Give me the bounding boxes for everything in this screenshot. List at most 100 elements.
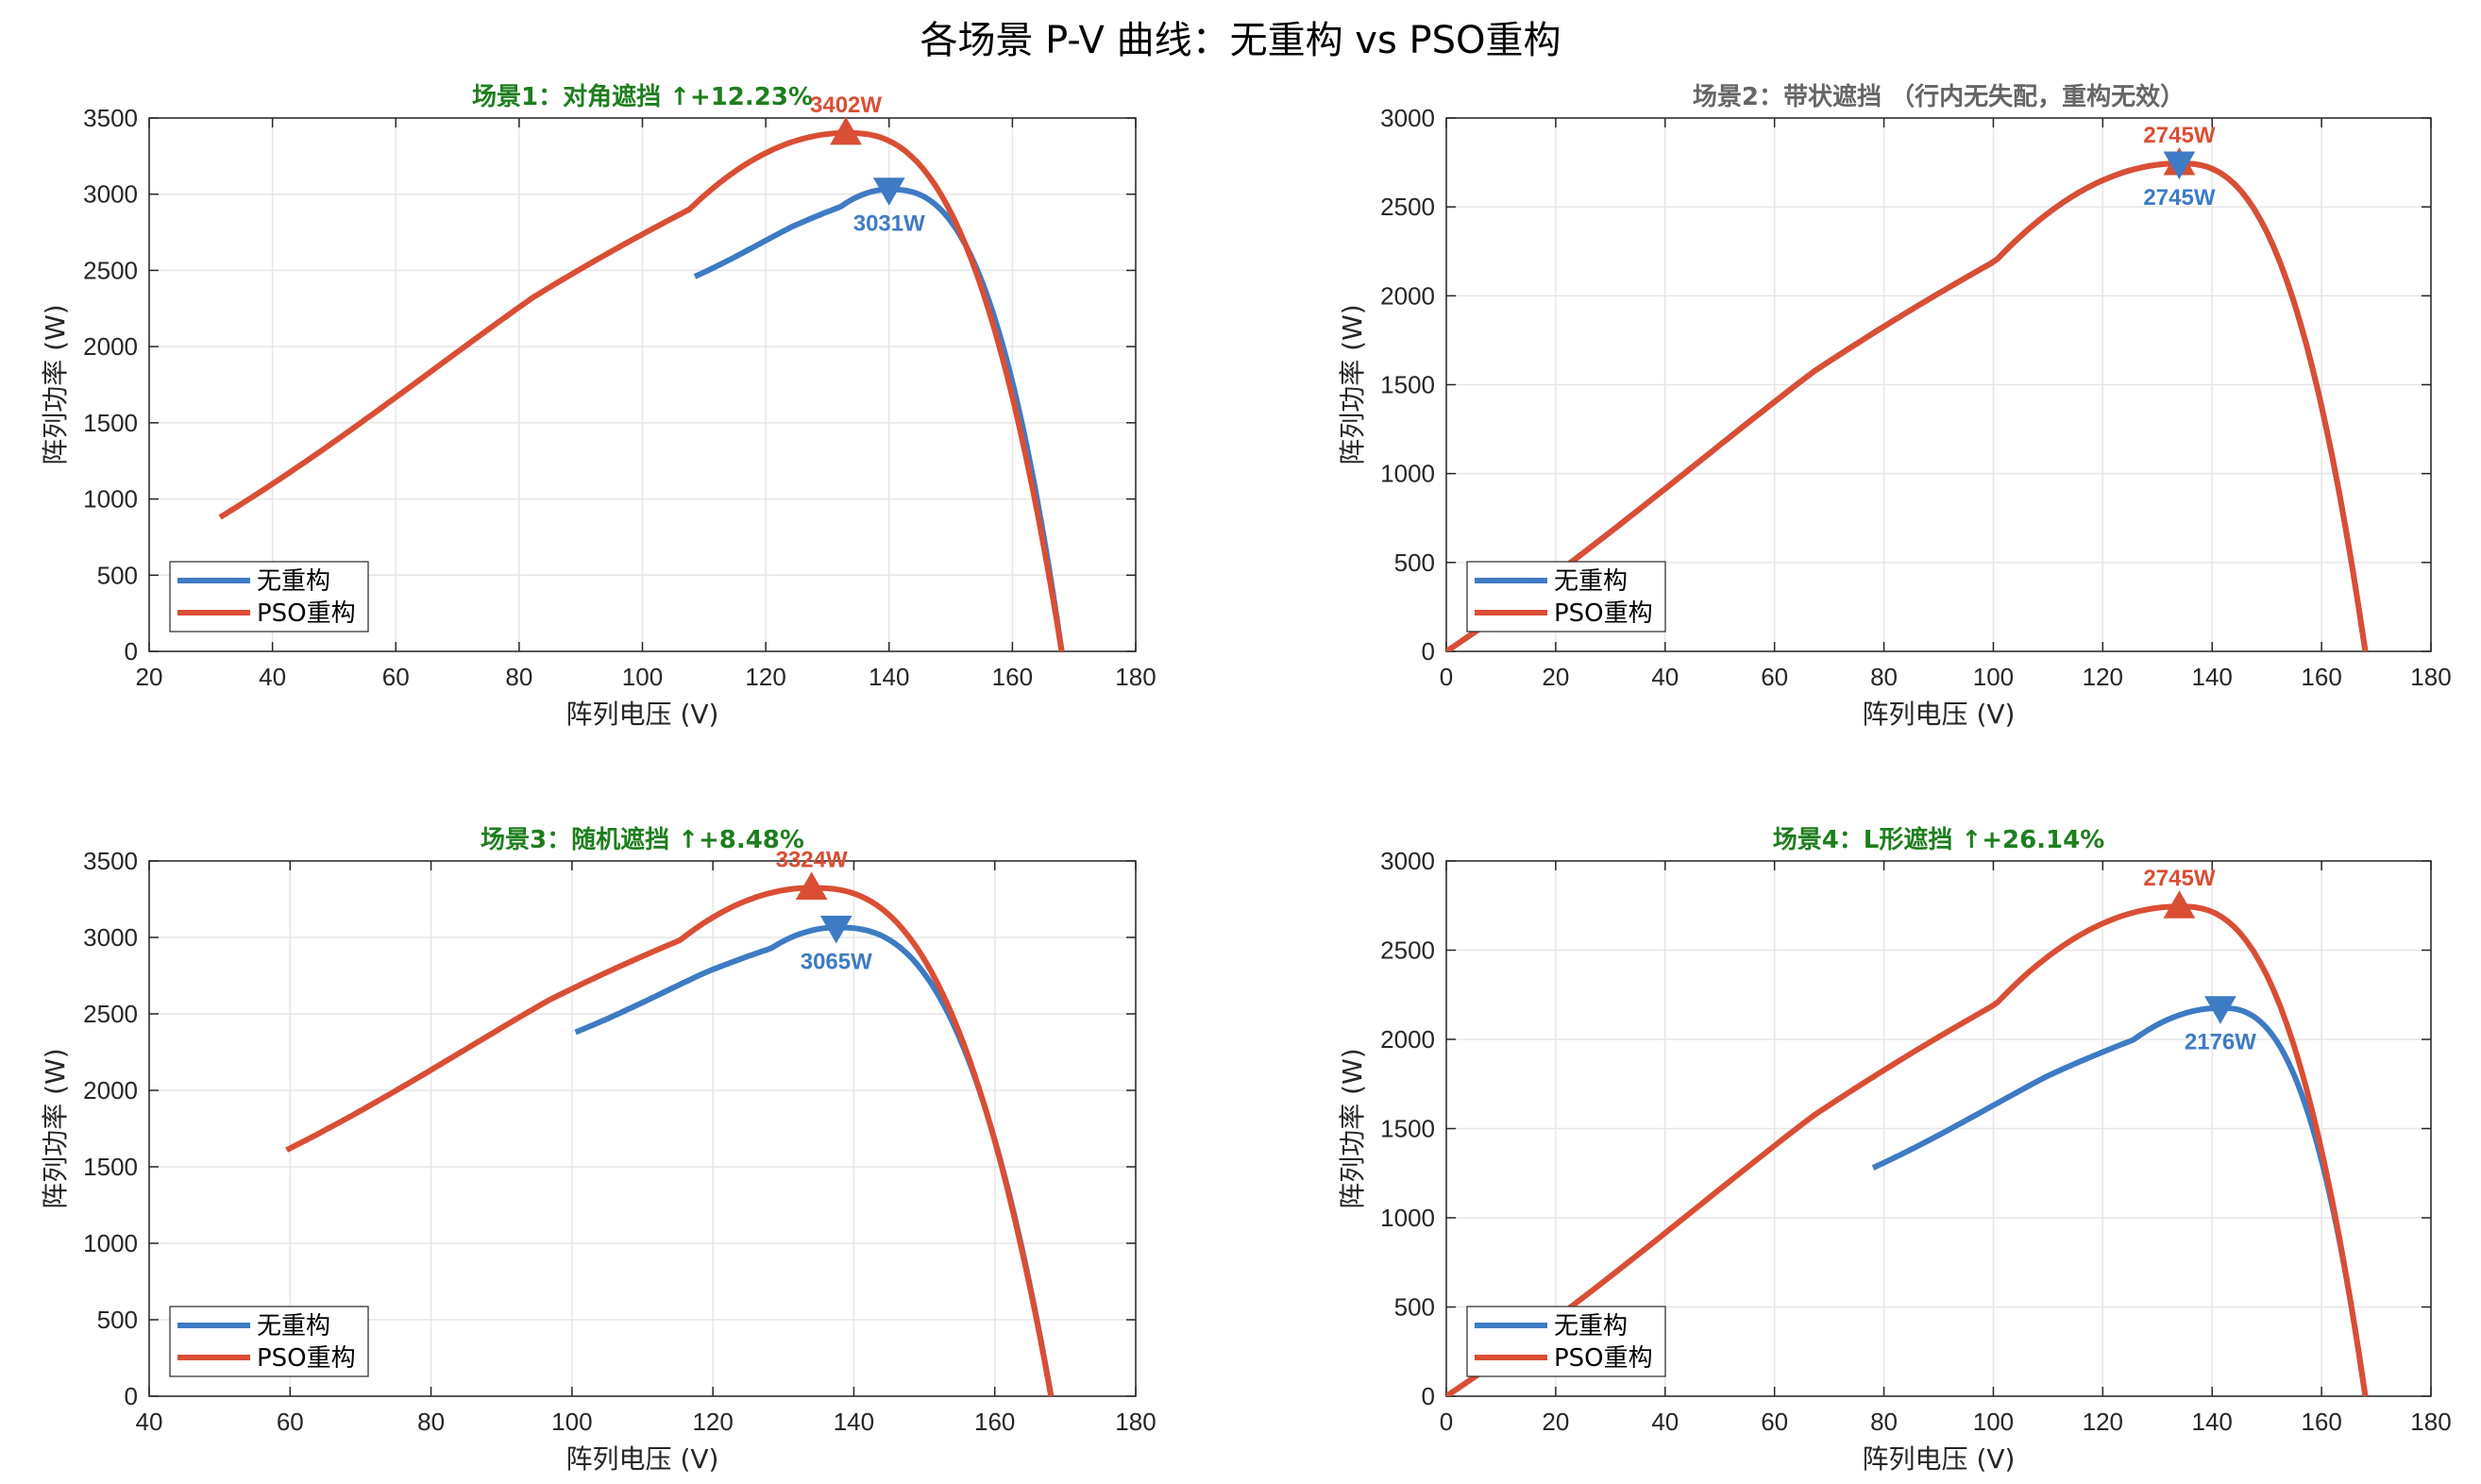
legend-label: 无重构 xyxy=(257,1312,330,1341)
x-tick-label: 160 xyxy=(2301,1408,2341,1436)
y-tick-label: 1500 xyxy=(1380,371,1435,399)
x-tick-label: 60 xyxy=(277,1408,304,1436)
y-tick-label: 2000 xyxy=(1380,1025,1435,1054)
x-tick-label: 40 xyxy=(1651,1408,1679,1436)
x-tick-label: 40 xyxy=(259,663,286,691)
y-axis-label: 阵列功率 (W) xyxy=(40,1048,71,1208)
y-tick-label: 3000 xyxy=(1380,104,1435,132)
x-tick-label: 0 xyxy=(1440,663,1453,691)
peak-marker-no-reconfig xyxy=(819,915,852,944)
legend-label: PSO重构 xyxy=(257,1344,356,1373)
x-tick-label: 20 xyxy=(136,663,163,691)
x-tick-label: 60 xyxy=(1761,663,1788,691)
peak-value-label: 3031W xyxy=(853,211,925,237)
axes-box xyxy=(148,860,1137,1397)
x-tick-label: 60 xyxy=(382,663,410,691)
x-tick-label: 100 xyxy=(1973,663,2014,691)
y-tick-label: 500 xyxy=(97,1306,138,1334)
legend-label: PSO重构 xyxy=(257,599,356,628)
legend-label: 无重构 xyxy=(1554,567,1628,596)
peak-marker-no-reconfig xyxy=(2163,151,2196,180)
series-line-pso xyxy=(285,885,1055,1396)
x-tick-label: 20 xyxy=(1542,1408,1569,1436)
x-tick-label: 120 xyxy=(692,1408,733,1436)
x-tick-label: 120 xyxy=(745,663,785,691)
x-tick-label: 60 xyxy=(1761,1408,1788,1436)
subplot-4: 0 20 40 60 80 100 120 140 160 180 0 500 1000 1500 2000… xyxy=(1337,825,2452,1475)
x-axis-label: 阵列电压 (V) xyxy=(566,1443,719,1475)
y-tick-label: 2500 xyxy=(1380,193,1435,221)
x-tick-label: 40 xyxy=(1651,663,1679,691)
y-tick-label: 1500 xyxy=(83,409,138,437)
y-tick-label: 1000 xyxy=(1380,1204,1435,1232)
x-tick-label: 120 xyxy=(2083,1408,2123,1436)
x-tick-label: 180 xyxy=(2410,663,2451,691)
subplot-title: 场景1：对角遮挡 ↑+12.23% xyxy=(472,82,813,111)
x-tick-label: 180 xyxy=(1115,663,1156,691)
y-tick-label: 1000 xyxy=(1380,460,1435,488)
y-tick-label: 1000 xyxy=(83,485,138,514)
peak-marker-no-reconfig xyxy=(2204,996,2236,1024)
peak-marker-pso xyxy=(2163,890,2196,919)
x-tick-label: 140 xyxy=(2192,1408,2233,1436)
peak-value-label: 3065W xyxy=(801,949,872,974)
y-tick-label: 2000 xyxy=(83,1076,138,1105)
peak-value-label: 2745W xyxy=(2143,866,2215,891)
subplot-1: 20 40 60 80 100 120 140 160 180 0 500 1000 1500 2000 2… xyxy=(40,82,1156,730)
peak-marker-no-reconfig xyxy=(872,177,905,206)
x-tick-label: 80 xyxy=(1870,1408,1898,1436)
y-tick-label: 3000 xyxy=(83,180,138,209)
series-line-no-reconfig xyxy=(1871,1004,2369,1396)
x-tick-label: 160 xyxy=(992,663,1033,691)
y-tick-label: 500 xyxy=(1394,548,1435,577)
x-tick-label: 160 xyxy=(2301,663,2341,691)
x-tick-label: 160 xyxy=(974,1408,1015,1436)
x-tick-label: 140 xyxy=(869,663,909,691)
y-tick-label: 0 xyxy=(125,637,138,666)
subplot-3: 40 60 80 100 120 140 160 180 0 500 1000 1500 2000 250… xyxy=(40,825,1156,1475)
x-tick-label: 100 xyxy=(1973,1408,2014,1436)
legend-box xyxy=(1466,1306,1666,1377)
series-line-pso xyxy=(1446,903,2369,1396)
x-tick-label: 140 xyxy=(2192,663,2233,691)
y-axis-label: 阵列功率 (W) xyxy=(1337,304,1368,464)
x-tick-label: 180 xyxy=(2410,1408,2451,1436)
x-axis-label: 阵列电压 (V) xyxy=(566,699,719,730)
x-tick-label: 100 xyxy=(551,1408,592,1436)
peak-value-label: 3324W xyxy=(776,848,848,873)
x-axis-label: 阵列电压 (V) xyxy=(1863,699,2016,730)
x-tick-label: 80 xyxy=(505,663,532,691)
y-axis-label: 阵列功率 (W) xyxy=(1337,1048,1368,1208)
peak-value-label: 2745W xyxy=(2143,123,2215,148)
y-tick-label: 3000 xyxy=(83,923,138,952)
legend-label: PSO重构 xyxy=(1554,599,1653,628)
y-tick-label: 1500 xyxy=(1380,1115,1435,1143)
y-tick-label: 0 xyxy=(125,1382,138,1410)
peak-marker-pso xyxy=(830,116,862,145)
x-tick-label: 0 xyxy=(1440,1408,1453,1436)
subplot-2: 0 20 40 60 80 100 120 140 160 180 0 500 1000 1500 2000… xyxy=(1337,82,2452,730)
x-axis-label: 阵列电压 (V) xyxy=(1863,1443,2016,1475)
subplot-title: 场景3：随机遮挡 ↑+8.48% xyxy=(481,825,804,854)
peak-marker-pso xyxy=(795,871,828,901)
x-tick-label: 20 xyxy=(1542,663,1569,691)
y-tick-label: 1000 xyxy=(83,1229,138,1257)
y-tick-label: 2500 xyxy=(83,256,138,284)
y-tick-label: 2000 xyxy=(83,332,138,361)
y-tick-label: 3500 xyxy=(83,104,138,132)
y-tick-label: 3500 xyxy=(83,847,138,875)
series-line-pso xyxy=(1446,160,2369,651)
legend-box xyxy=(169,1306,369,1377)
x-tick-label: 120 xyxy=(2083,663,2123,691)
subplot-title: 场景4：L形遮挡 ↑+26.14% xyxy=(1773,825,2105,854)
figure-title: 各场景 P-V 曲线：无重构 vs PSO重构 xyxy=(920,19,1561,62)
x-tick-label: 40 xyxy=(136,1408,163,1436)
y-tick-label: 0 xyxy=(1422,637,1435,666)
y-tick-label: 2500 xyxy=(83,1000,138,1028)
legend-label: 无重构 xyxy=(257,567,330,596)
legend-label: PSO重构 xyxy=(1554,1344,1653,1373)
y-tick-label: 3000 xyxy=(1380,847,1435,875)
y-tick-label: 2500 xyxy=(1380,936,1435,965)
legend-box xyxy=(1466,561,1666,632)
